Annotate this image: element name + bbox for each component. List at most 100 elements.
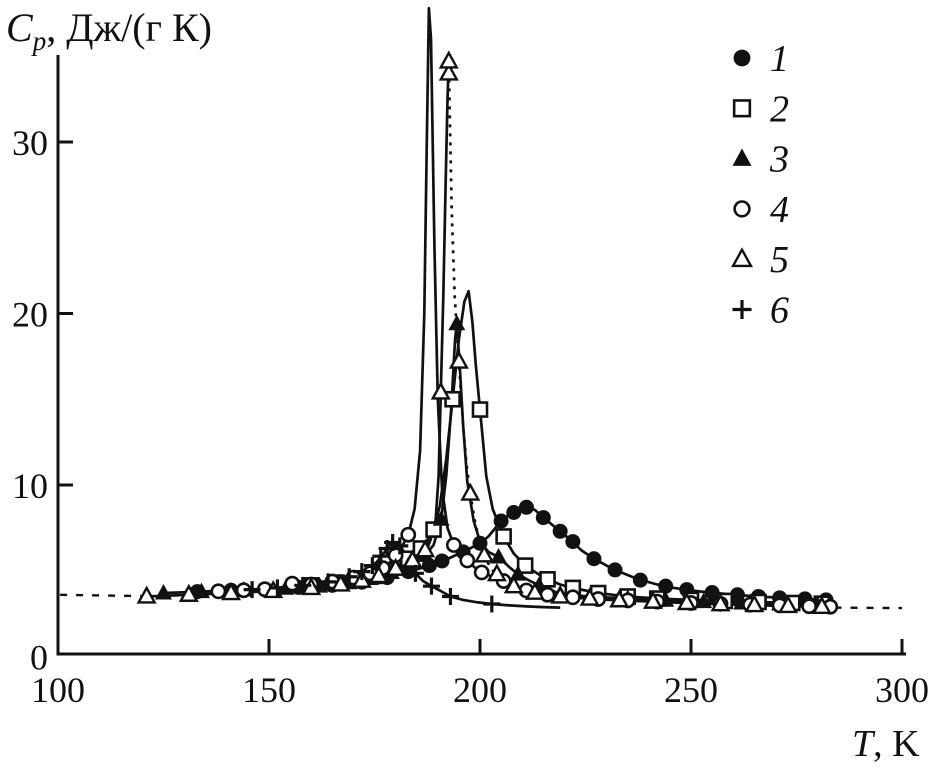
- series-5-marker: [503, 575, 524, 594]
- legend-marker-filled-triangle: [732, 148, 752, 166]
- legend-label-1: 1: [770, 38, 789, 80]
- series-5-marker: [676, 592, 697, 611]
- series-4-marker: [210, 583, 227, 600]
- series-5-marker: [474, 544, 495, 563]
- series-5-marker: [710, 593, 731, 612]
- series-5-marker: [744, 594, 765, 613]
- series-6-marker: [483, 595, 501, 613]
- series-2-marker: [425, 521, 442, 538]
- series-4-marker: [801, 598, 818, 615]
- series-1-marker: [493, 513, 509, 529]
- series-5-line-1: [146, 61, 451, 598]
- series-5-marker: [778, 594, 799, 614]
- y-tick-label-0: 0: [30, 638, 48, 678]
- series-6-marker: [406, 564, 424, 582]
- series-5-marker: [609, 589, 630, 608]
- legend-label-6: 6: [770, 290, 789, 332]
- series-4-line: [218, 6, 831, 609]
- y-tick-label-30: 30: [12, 123, 48, 163]
- series-6-marker: [441, 587, 459, 605]
- series-5-marker: [178, 583, 199, 602]
- series-1-marker: [607, 562, 623, 578]
- series-4-marker: [459, 552, 476, 569]
- series-6-marker: [268, 579, 286, 597]
- series-5-marker: [402, 549, 423, 568]
- series-4-marker: [445, 537, 462, 553]
- series-5-marker: [486, 563, 507, 582]
- series-3-markers: [155, 314, 827, 612]
- legend-item-2: 2: [732, 88, 789, 130]
- series-1-marker: [552, 523, 568, 539]
- series-6-marker: [422, 577, 440, 595]
- series-4-marker: [284, 575, 301, 592]
- x-tick-label-200: 200: [453, 670, 507, 710]
- series-6-marker: [340, 568, 358, 586]
- series-5-marker: [524, 581, 545, 600]
- x-tick-label-100: 100: [31, 670, 85, 710]
- series-3-marker: [695, 592, 713, 609]
- series-5-marker: [438, 62, 459, 81]
- series-3-marker: [490, 548, 508, 564]
- legend-marker-open-square: [732, 99, 752, 118]
- legend-item-5: 5: [731, 239, 789, 281]
- series-1-marker: [434, 553, 450, 569]
- series-6-markers: [243, 533, 501, 613]
- series-6-marker: [294, 576, 312, 594]
- series-5-marker: [642, 590, 664, 609]
- series-5-marker: [811, 595, 832, 614]
- series-4-marker: [473, 564, 490, 581]
- series-5-marker: [579, 587, 600, 606]
- series-1-marker: [421, 558, 437, 574]
- series-5-marker: [448, 350, 469, 369]
- legend: 1 2 3 4 5 6: [731, 38, 789, 332]
- series-1-marker: [704, 585, 720, 601]
- legend-label-2: 2: [770, 88, 789, 130]
- legend-item-3: 3: [732, 139, 789, 181]
- series-1-marker: [518, 499, 534, 515]
- series-5-markers: [136, 50, 832, 614]
- series-5-marker: [136, 585, 157, 604]
- y-tick-label-10: 10: [12, 466, 48, 506]
- series-1-marker: [535, 510, 551, 526]
- legend-marker-filled-circle: [733, 49, 751, 67]
- series-5-marker: [368, 564, 389, 584]
- legend-label-4: 4: [770, 189, 789, 231]
- series-5-marker: [430, 381, 451, 400]
- series-5-marker: [220, 582, 242, 601]
- series-3-marker: [155, 584, 172, 600]
- baseline-dash-left: [60, 593, 143, 598]
- series-3-marker: [432, 510, 450, 526]
- series-5-marker: [438, 50, 459, 69]
- baseline-dash-right: [834, 606, 903, 610]
- legend-label-3: 3: [769, 139, 789, 181]
- series-2-marker: [495, 528, 512, 545]
- series-4-marker: [400, 526, 417, 543]
- series-3-marker: [448, 314, 466, 331]
- series-1-marker: [506, 504, 522, 520]
- series-5-marker: [385, 557, 406, 576]
- series-5-marker: [415, 539, 436, 558]
- legend-item-6: 6: [732, 290, 789, 332]
- legend-marker-open-triangle: [731, 247, 753, 268]
- series-6-marker: [391, 537, 409, 555]
- series-1-marker: [658, 578, 674, 594]
- series-1-marker: [586, 551, 602, 567]
- x-tick-label-300: 300: [875, 670, 929, 710]
- y-tick-label-20: 20: [12, 295, 48, 335]
- x-tick-label-250: 250: [664, 670, 718, 710]
- series-6-marker: [243, 581, 261, 599]
- series-5-marker: [460, 482, 481, 501]
- legend-marker-plus: [732, 299, 752, 320]
- legend-label-5: 5: [770, 239, 789, 281]
- series-3-marker: [192, 582, 210, 599]
- series-6-marker: [319, 573, 337, 591]
- legend-marker-open-circle: [733, 200, 751, 218]
- series-5-marker: [550, 585, 571, 604]
- series-1-marker: [632, 572, 648, 588]
- series-1-marker: [565, 534, 581, 550]
- x-tick-label-150: 150: [242, 670, 296, 710]
- series-6-marker: [353, 563, 371, 581]
- series-6-marker: [363, 557, 381, 575]
